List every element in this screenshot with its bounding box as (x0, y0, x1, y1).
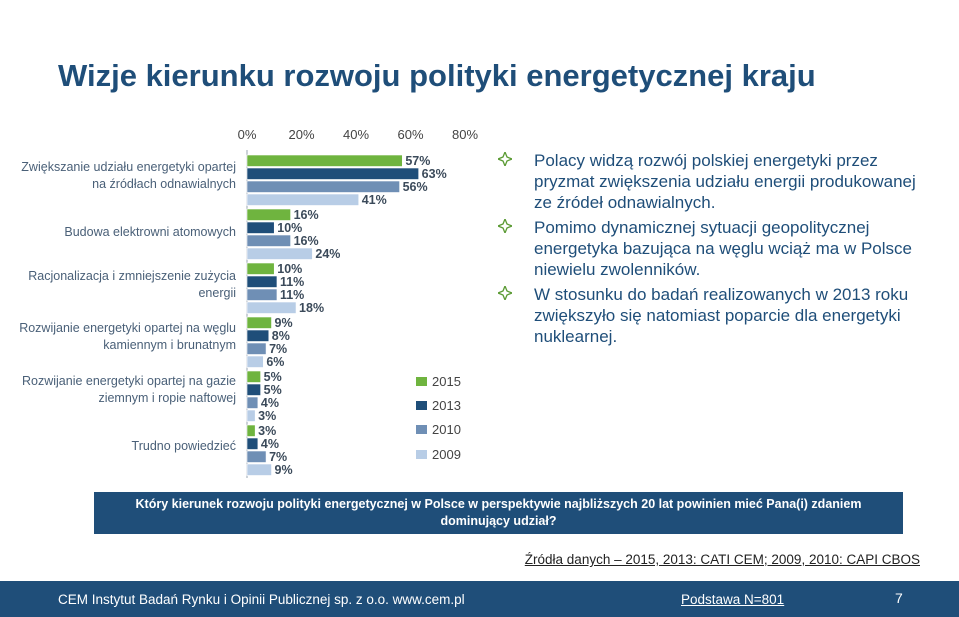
footer-sample-base: Podstawa N=801 (681, 592, 785, 607)
bar (246, 355, 264, 368)
bar-value-label: 41% (362, 193, 387, 207)
bar-value-label: 4% (261, 437, 279, 451)
category-label-line: Trudno powiedzieć (131, 438, 236, 453)
bar (246, 450, 267, 463)
category-label-line: na źródłach odnawialnych (92, 177, 236, 191)
bar-value-label: 57% (405, 154, 430, 168)
bar-value-label: 5% (264, 383, 282, 397)
bar-value-label: 8% (272, 329, 290, 343)
category-label-line: Budowa elektrowni atomowych (64, 224, 236, 239)
diamond-bullet-icon (498, 286, 512, 300)
bar-value-label: 6% (266, 355, 284, 369)
bar-value-label: 9% (275, 463, 293, 477)
bar (246, 221, 275, 234)
footer-organization: CEM Instytut Badań Rynku i Opinii Public… (58, 592, 465, 607)
legend-label: 2009 (432, 447, 461, 462)
bar (246, 424, 256, 437)
x-tick-label: 60% (397, 127, 423, 142)
bar (246, 167, 419, 180)
bar (246, 370, 261, 383)
bar-value-label: 10% (277, 221, 302, 235)
footer-bar: CEM Instytut Badań Rynku i Opinii Public… (0, 581, 959, 617)
bar (246, 409, 256, 422)
category-label: Racjonalizacja i zmniejszenie zużycia ene… (16, 268, 236, 302)
x-tick-label: 0% (238, 127, 257, 142)
legend-swatch (416, 401, 427, 410)
bar-value-label: 10% (277, 262, 302, 276)
category-label-line: Zwiększanie udziału energetyki opartej (21, 160, 236, 174)
bar (246, 208, 291, 221)
bar (246, 193, 360, 206)
diamond-bullet-icon (498, 152, 512, 166)
diamond-bullet-icon (498, 219, 512, 233)
bar-value-label: 56% (403, 180, 428, 194)
bar-value-label: 24% (315, 247, 340, 261)
bullet-text: W stosunku do badań realizowanych w 2013… (534, 285, 909, 346)
category-label: Zwiększanie udziału energetyki opartej na… (16, 159, 236, 193)
category-label-line: ziemnym i ropie naftowej (98, 391, 236, 405)
legend-label: 2015 (432, 374, 461, 389)
bar (246, 234, 291, 247)
bar-value-label: 63% (422, 167, 447, 181)
bar-value-label: 7% (269, 450, 287, 464)
bar (246, 329, 270, 342)
survey-question: Który kierunek rozwoju polityki energety… (94, 492, 903, 534)
bar-value-label: 4% (261, 396, 279, 410)
legend-swatch (416, 377, 427, 386)
x-tick-label: 20% (288, 127, 314, 142)
bar-value-label: 5% (264, 370, 282, 384)
legend-swatch (416, 450, 427, 459)
bar (246, 262, 275, 275)
legend-label: 2010 (432, 422, 461, 437)
bar (246, 437, 259, 450)
bullet-text: Polacy widzą rozwój polskiej energetyki … (534, 151, 916, 212)
bar (246, 288, 278, 301)
bar-value-label: 18% (299, 301, 324, 315)
legend-label: 2013 (432, 398, 461, 413)
category-label-line: Rozwijanie energetyki opartej na gazie (21, 374, 236, 388)
bar (246, 396, 259, 409)
bar (246, 342, 267, 355)
bar-value-label: 16% (294, 234, 319, 248)
bullet-text: Pomimo dynamicznej sytuacji geopolityczn… (534, 218, 912, 279)
bar-value-label: 11% (280, 275, 304, 289)
bar (246, 301, 297, 314)
bar (246, 247, 313, 260)
legend-swatch (416, 425, 427, 434)
bar-value-label: 3% (258, 409, 276, 423)
page-number: 7 (895, 590, 903, 606)
bar-value-label: 16% (294, 208, 319, 222)
category-label: Trudno powiedzieć (16, 438, 236, 455)
slide-title: Wizje kierunku rozwoju polityki energety… (58, 58, 816, 93)
category-label-line: kamiennym i brunatnym (103, 338, 236, 352)
bar-value-label: 9% (275, 316, 293, 330)
bar (246, 383, 261, 396)
bullet-item: W stosunku do badań realizowanych w 2013… (498, 284, 918, 347)
category-label-line: Racjonalizacja i zmniejszenie zużycia (28, 269, 236, 283)
bullet-item: Pomimo dynamicznej sytuacji geopolityczn… (498, 217, 918, 280)
bullet-list: Polacy widzą rozwój polskiej energetyki … (498, 150, 918, 351)
bullet-item: Polacy widzą rozwój polskiej energetyki … (498, 150, 918, 213)
x-tick-label: 40% (343, 127, 369, 142)
bar-value-label: 3% (258, 424, 276, 438)
category-label-line: energii (198, 286, 236, 300)
bar (246, 463, 272, 476)
x-tick-label: 80% (452, 127, 478, 142)
bar-value-label: 7% (269, 342, 287, 356)
data-source: Źródła danych – 2015, 2013: CATI CEM; 20… (524, 552, 920, 567)
bar (246, 316, 272, 329)
bar (246, 180, 400, 193)
category-label: Rozwijanie energetyki opartej na węglu ka… (16, 320, 236, 354)
bar (246, 275, 278, 288)
category-label-line: Rozwijanie energetyki opartej na węglu (19, 321, 236, 335)
bar-value-label: 11% (280, 288, 304, 302)
category-label: Budowa elektrowni atomowych (16, 224, 236, 241)
bar (246, 154, 403, 167)
category-label: Rozwijanie energetyki opartej na gazie zi… (16, 373, 236, 407)
